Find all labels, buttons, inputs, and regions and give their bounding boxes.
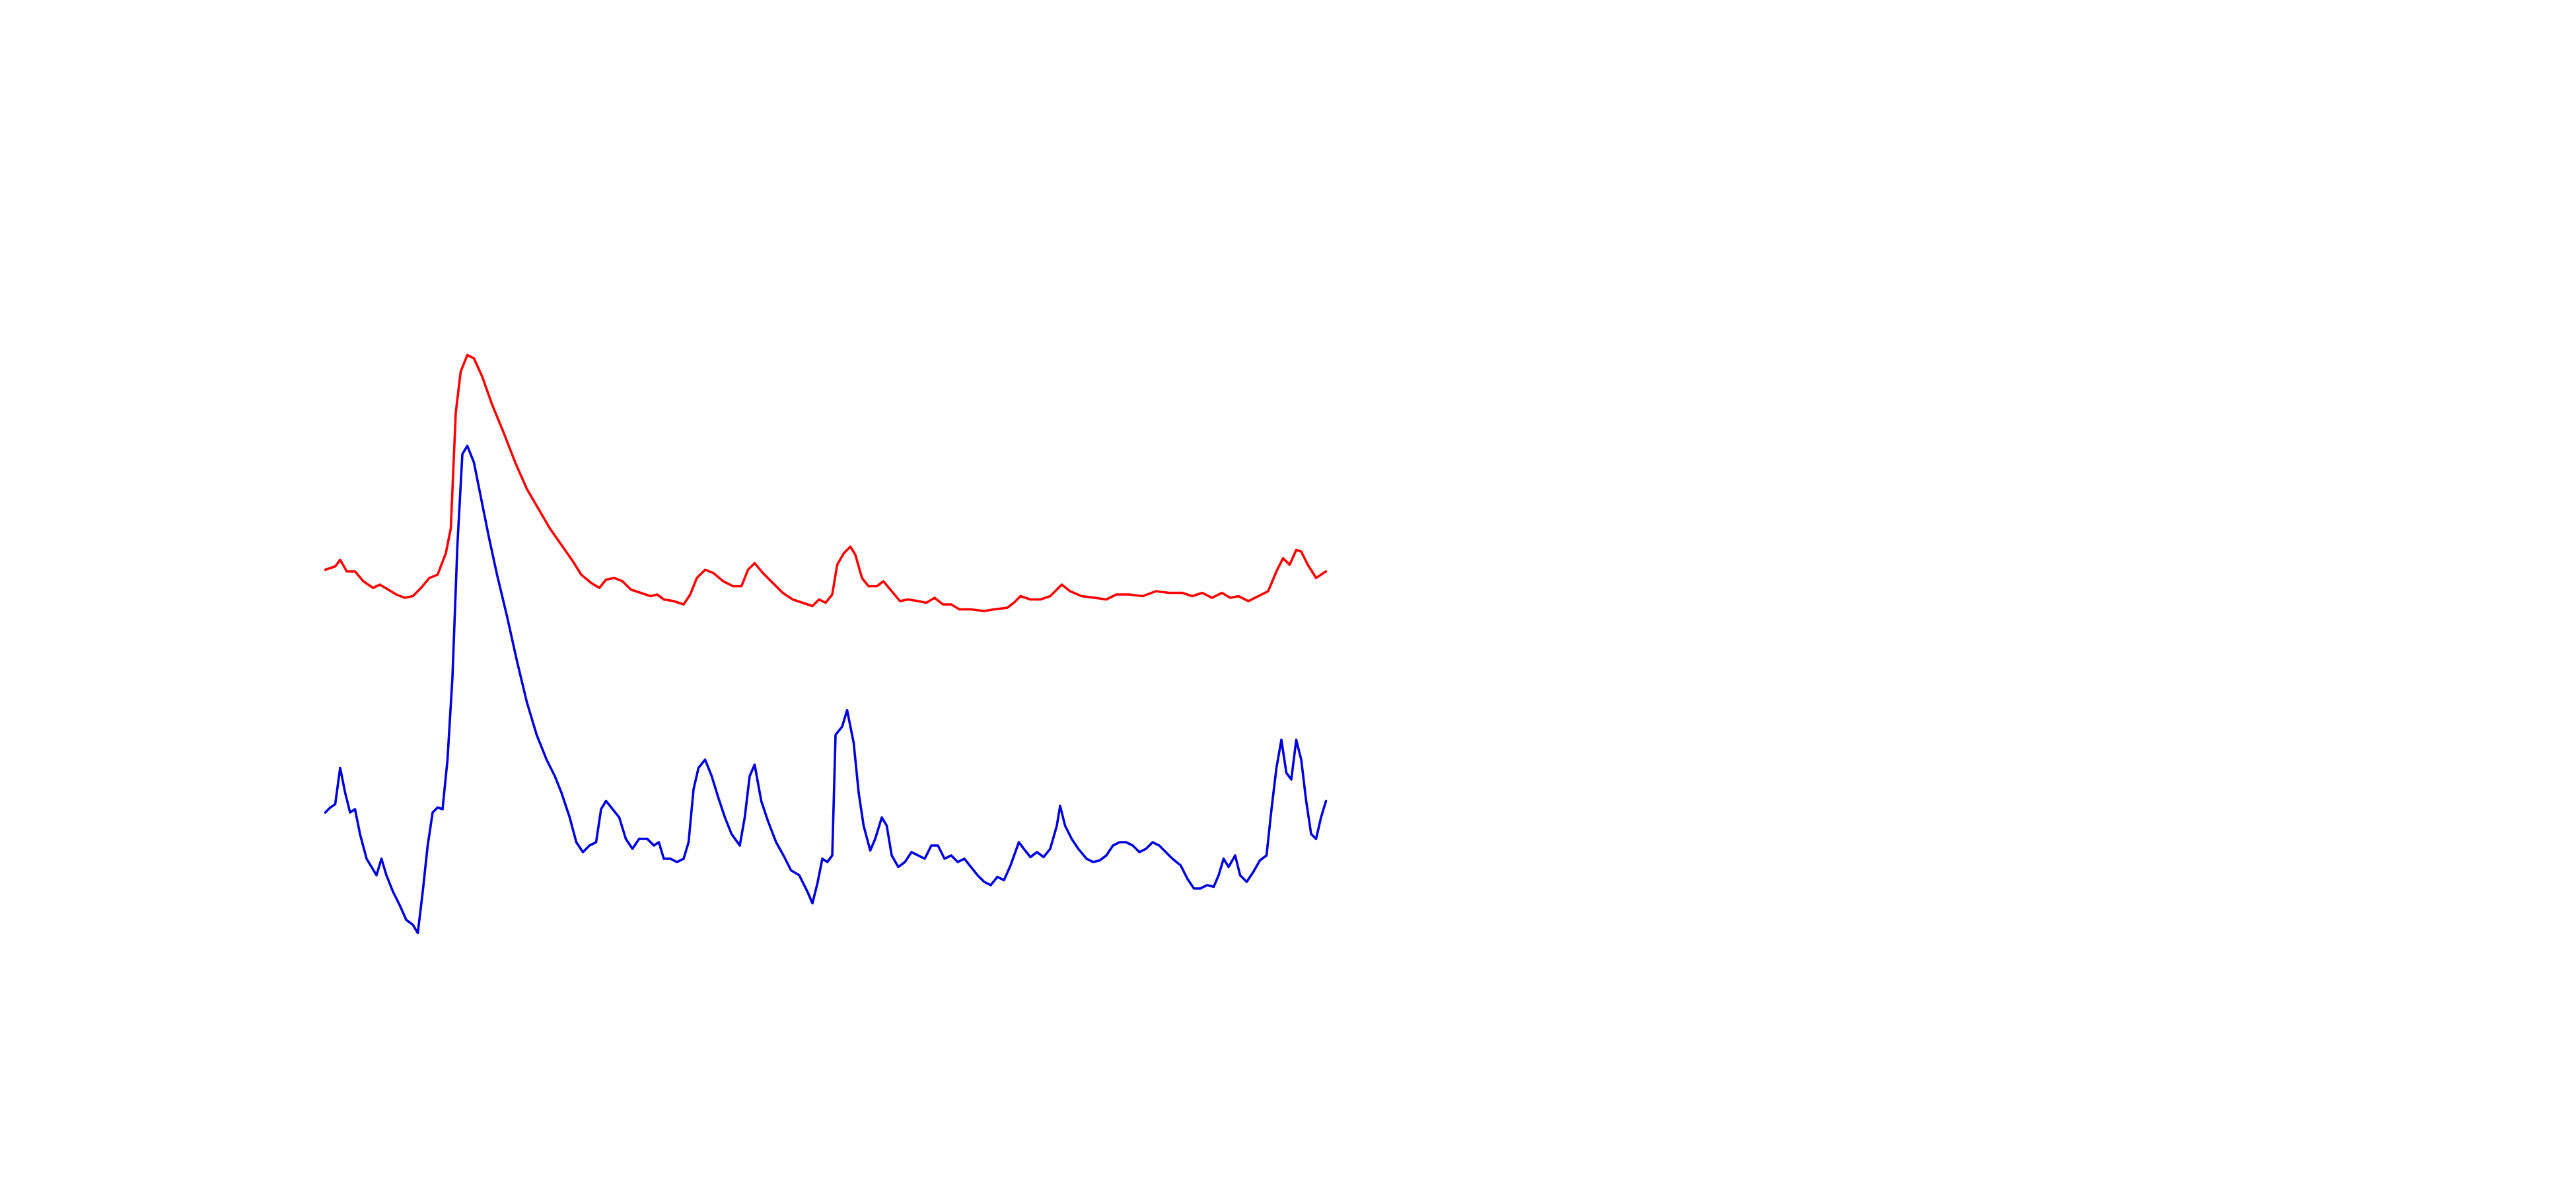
line-series (324, 445, 1328, 935)
line-series (324, 353, 1328, 612)
